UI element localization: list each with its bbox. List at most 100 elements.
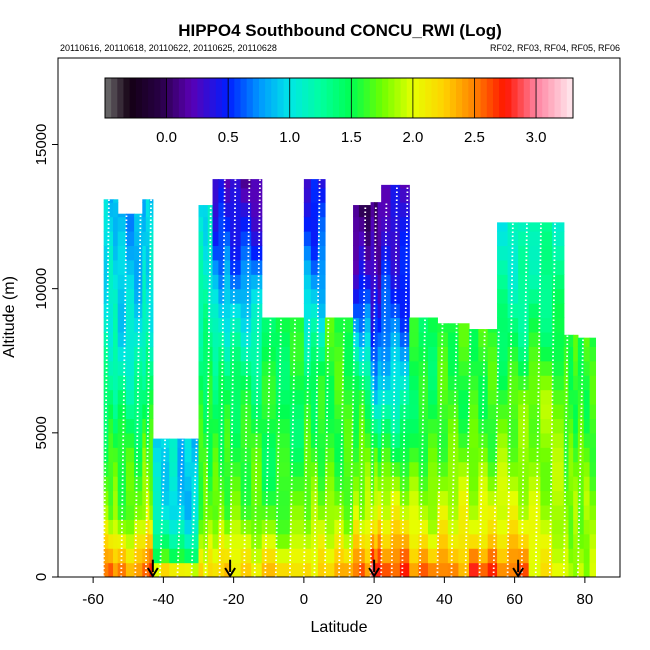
heatmap-cell — [224, 375, 231, 391]
heatmap-cell — [573, 562, 579, 577]
heatmap-cell — [377, 476, 382, 492]
heatmap-cell — [353, 274, 360, 290]
heatmap-cell — [487, 418, 498, 434]
heatmap-cell — [317, 202, 326, 218]
heatmap-cell — [418, 533, 429, 549]
heatmap-cell — [113, 447, 119, 463]
heatmap-cell — [364, 346, 372, 362]
heatmap-cell — [468, 504, 479, 520]
heatmap-cell — [212, 274, 219, 290]
heatmap-cell — [169, 519, 179, 535]
heatmap-cell — [145, 259, 150, 275]
heatmap-cell — [207, 375, 214, 391]
heatmap-cell — [370, 461, 375, 477]
heatmap-cell — [573, 519, 579, 535]
heatmap-cell — [134, 303, 143, 319]
heatmap-cell — [275, 360, 291, 376]
heatmap-cell — [583, 504, 591, 520]
heatmap-cell — [230, 375, 242, 391]
heatmap-cell — [142, 533, 147, 549]
heatmap-cell — [289, 360, 305, 376]
heatmap-cell — [317, 548, 326, 564]
heatmap-cell — [134, 432, 143, 448]
heatmap-cell — [540, 245, 553, 261]
heatmap-cell — [589, 360, 597, 376]
heatmap-cell — [487, 389, 498, 405]
heatmap-cell — [528, 418, 541, 434]
y-axis-tick-label: 5000 — [33, 416, 50, 449]
x-axis-tick-label: -40 — [153, 591, 175, 608]
heatmap-cell — [497, 432, 509, 448]
heatmap-cell — [203, 288, 209, 304]
colorbar-tick-label: 1.0 — [279, 129, 300, 146]
heatmap-cell — [568, 404, 574, 420]
heatmap-cell — [573, 360, 579, 376]
heatmap-cell — [568, 418, 574, 434]
heatmap-cell — [447, 562, 460, 577]
heatmap-cell — [317, 231, 326, 247]
heatmap-cell — [458, 447, 470, 463]
heatmap-cell — [161, 490, 170, 506]
heatmap-cell — [589, 562, 597, 577]
heatmap-cell — [358, 389, 366, 405]
heatmap-cell — [230, 418, 242, 434]
heatmap-cell — [198, 418, 204, 434]
colorbar-segment — [363, 78, 371, 118]
heatmap-cell — [370, 548, 375, 564]
heatmap-cell — [212, 375, 219, 391]
heatmap-cell — [310, 231, 319, 247]
heatmap-cell — [203, 360, 209, 376]
heatmap-cell — [364, 476, 372, 492]
heatmap-cell — [149, 259, 154, 275]
heatmap-cell — [303, 303, 312, 319]
heatmap-cell — [198, 490, 204, 506]
heatmap-cell — [218, 346, 225, 362]
heatmap-cell — [358, 504, 366, 520]
heatmap-cell — [303, 548, 312, 564]
heatmap-cell — [370, 331, 375, 347]
heatmap-cell — [103, 375, 109, 391]
heatmap-cell — [149, 231, 154, 247]
heatmap-cell — [198, 245, 204, 261]
heatmap-cell — [117, 245, 127, 261]
heatmap-cell — [334, 375, 345, 391]
heatmap-cell — [191, 447, 200, 463]
heatmap-cell — [134, 213, 143, 218]
heatmap-cell — [103, 288, 109, 304]
heatmap-cell — [212, 346, 219, 362]
heatmap-cell — [381, 504, 392, 520]
heatmap-cell — [507, 360, 519, 376]
heatmap-cell — [552, 418, 565, 434]
heatmap-cell — [275, 447, 291, 463]
heatmap-cell — [177, 562, 186, 577]
heatmap-cell — [324, 504, 335, 520]
heatmap-cell — [149, 317, 154, 333]
heatmap-cell — [142, 202, 147, 218]
heatmap-cell — [149, 274, 154, 290]
heatmap-cell — [191, 461, 200, 477]
heatmap-cell — [343, 331, 354, 347]
heatmap-cell — [218, 245, 225, 261]
heatmap-cell — [377, 331, 382, 347]
heatmap-cell — [198, 216, 204, 232]
heatmap-cell — [468, 360, 479, 376]
heatmap-cell — [113, 303, 119, 319]
heatmap-cell — [377, 418, 382, 434]
heatmap-cell — [303, 461, 312, 477]
heatmap-cell — [177, 461, 186, 477]
heatmap-cell — [343, 504, 354, 520]
heatmap-cell — [399, 184, 410, 189]
heatmap-cell — [364, 519, 372, 535]
heatmap-cell — [145, 533, 150, 549]
heatmap-cell — [212, 216, 219, 232]
heatmap-cell — [224, 360, 231, 376]
heatmap-cell — [577, 533, 585, 549]
heatmap-cell — [303, 331, 312, 347]
heatmap-cell — [317, 389, 326, 405]
heatmap-cell — [224, 447, 231, 463]
heatmap-cell — [374, 331, 379, 347]
heatmap-cell — [275, 389, 291, 405]
heatmap-cell — [497, 533, 509, 549]
heatmap-cell — [390, 346, 401, 362]
heatmap-cell — [218, 216, 225, 232]
